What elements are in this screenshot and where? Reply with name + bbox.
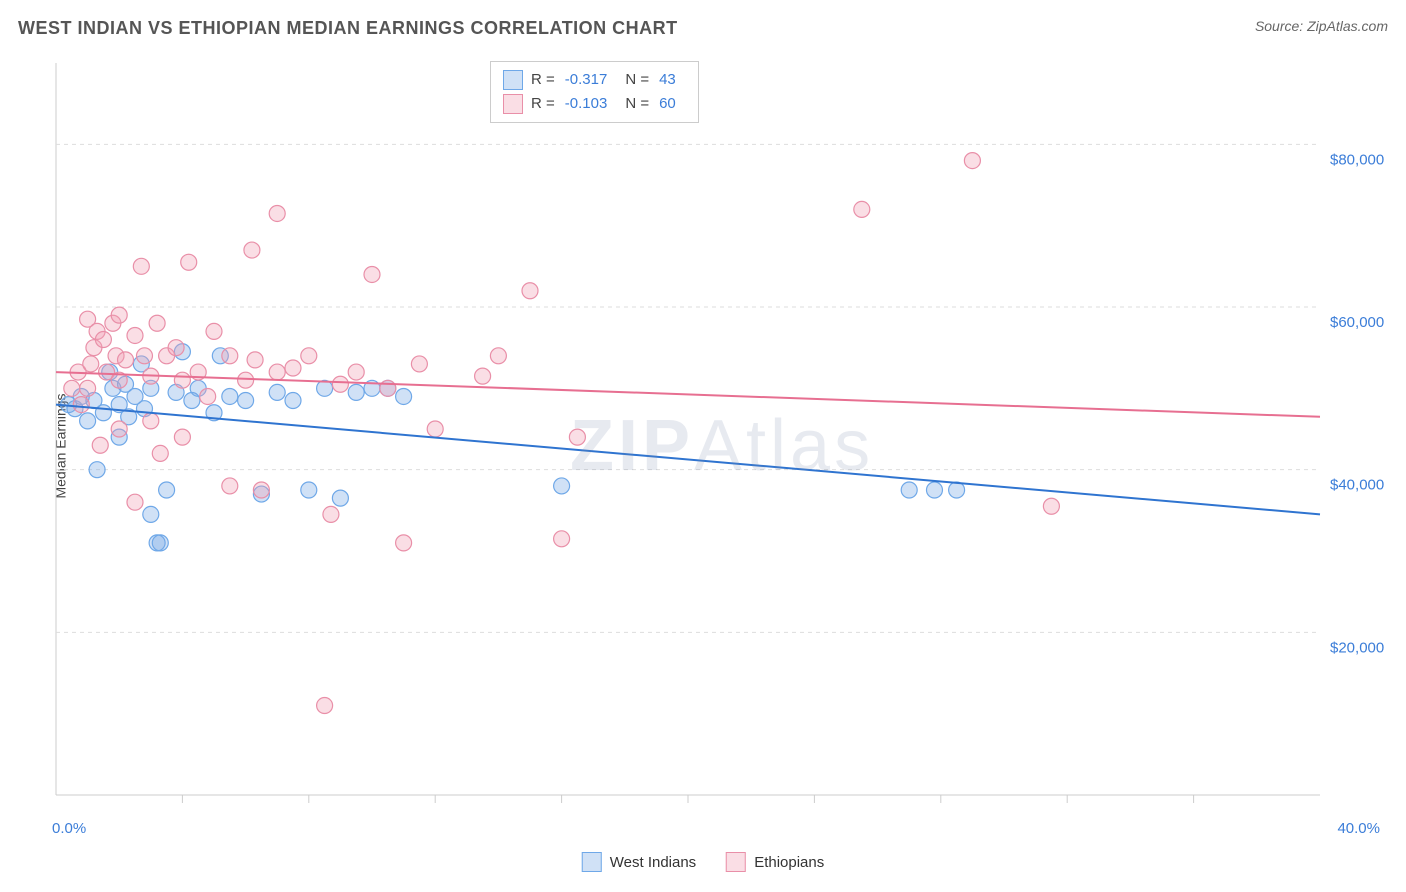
x-max-label: 40.0% bbox=[1337, 820, 1380, 837]
series-legend: West Indians Ethiopians bbox=[582, 852, 825, 872]
svg-text:$60,000: $60,000 bbox=[1330, 314, 1384, 331]
r-label: R = bbox=[531, 68, 555, 92]
series-swatch bbox=[726, 852, 746, 872]
series-swatch bbox=[503, 94, 523, 114]
legend-label: West Indians bbox=[610, 854, 696, 871]
legend-item: Ethiopians bbox=[726, 852, 824, 872]
r-value: -0.103 bbox=[565, 92, 608, 116]
series-swatch bbox=[582, 852, 602, 872]
chart-header: WEST INDIAN VS ETHIOPIAN MEDIAN EARNINGS… bbox=[18, 18, 1388, 39]
legend-label: Ethiopians bbox=[754, 854, 824, 871]
svg-text:$20,000: $20,000 bbox=[1330, 639, 1384, 656]
series-swatch bbox=[503, 70, 523, 90]
chart-area: $20,000$40,000$60,000$80,000 ZIPAtlas R … bbox=[50, 55, 1390, 835]
scatter-chart: $20,000 $40,000 $60,000 $80,000 bbox=[50, 55, 1390, 835]
svg-text:$80,000: $80,000 bbox=[1330, 151, 1384, 168]
svg-text:$40,000: $40,000 bbox=[1330, 477, 1384, 494]
r-value: -0.317 bbox=[565, 68, 608, 92]
n-label: N = bbox=[625, 68, 649, 92]
n-value: 43 bbox=[659, 68, 676, 92]
source-label: Source: ZipAtlas.com bbox=[1255, 18, 1388, 34]
x-min-label: 0.0% bbox=[52, 820, 86, 837]
n-label: N = bbox=[625, 92, 649, 116]
n-value: 60 bbox=[659, 92, 676, 116]
stats-legend: R = -0.317 N = 43 R = -0.103 N = 60 bbox=[490, 61, 699, 123]
chart-title: WEST INDIAN VS ETHIOPIAN MEDIAN EARNINGS… bbox=[18, 18, 678, 39]
r-label: R = bbox=[531, 92, 555, 116]
stats-row: R = -0.317 N = 43 bbox=[503, 68, 686, 92]
legend-item: West Indians bbox=[582, 852, 696, 872]
stats-row: R = -0.103 N = 60 bbox=[503, 92, 686, 116]
